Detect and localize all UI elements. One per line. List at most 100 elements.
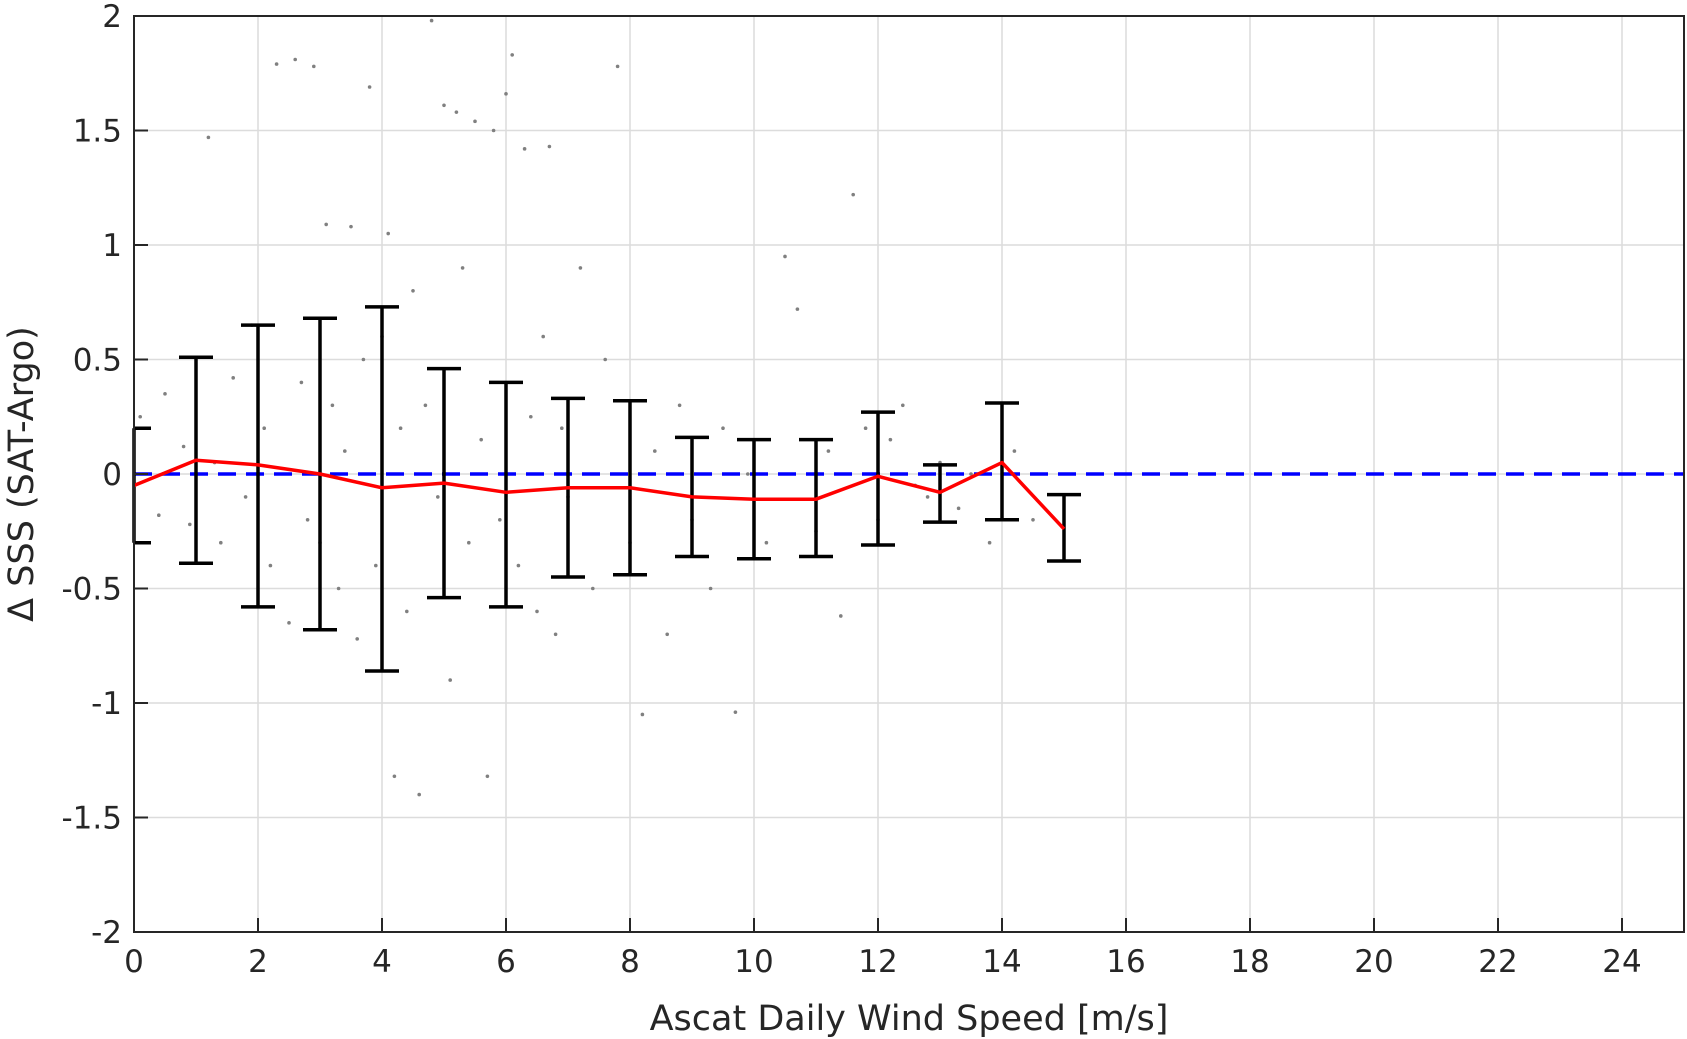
scatter-point <box>274 62 279 66</box>
y-axis-ticks: 2 1.5 1 0.5 0 -0.5 -1 -1.5 -2 <box>62 0 148 951</box>
y-tick-label: -0.5 <box>62 572 123 608</box>
scatter-point <box>603 357 607 362</box>
scatter-point <box>888 437 893 442</box>
scatter-point <box>349 224 353 229</box>
scatter-point <box>491 128 496 133</box>
scatter-point <box>460 266 465 270</box>
error-bar <box>861 410 895 547</box>
scatter-point <box>429 18 434 23</box>
scatter-point <box>653 449 657 453</box>
y-tick-label: -1.5 <box>62 801 123 837</box>
scatter-point <box>956 506 961 511</box>
y-axis-label: Δ SSS (SAT-Argo) <box>2 326 42 622</box>
scatter-point <box>839 614 843 618</box>
scatter-point <box>733 710 738 714</box>
scatter-point <box>851 192 855 197</box>
scatter-point <box>219 540 223 545</box>
scatter-point <box>448 678 453 682</box>
scatter-point <box>442 103 446 108</box>
scatter-point <box>188 522 192 527</box>
x-tick-label: 0 <box>124 944 144 980</box>
scatter-point <box>163 392 167 396</box>
scatter-point <box>783 254 787 259</box>
scatter-point <box>355 637 360 641</box>
x-tick-label: 8 <box>620 944 640 980</box>
scatter-point <box>901 403 905 408</box>
scatter-point <box>510 53 514 57</box>
scatter-point <box>157 513 161 518</box>
scatter-point <box>708 586 713 591</box>
x-tick-label: 10 <box>734 944 773 980</box>
mean-line <box>133 458 1066 531</box>
x-tick-label: 22 <box>1478 944 1517 980</box>
scatter-point <box>677 403 682 408</box>
x-tick-label: 16 <box>1106 944 1145 980</box>
scatter-point <box>454 110 459 114</box>
scatter-point <box>262 426 267 431</box>
scatter-points <box>138 18 1035 797</box>
scatter-point <box>336 586 341 591</box>
scatter-point <box>516 563 521 568</box>
x-tick-label: 14 <box>982 944 1021 980</box>
scatter-point <box>591 586 595 591</box>
scatter-point <box>987 540 992 545</box>
x-tick-label: 4 <box>372 944 392 980</box>
x-axis-label: Ascat Daily Wind Speed [m/s] <box>650 999 1169 1039</box>
scatter-point <box>206 135 211 140</box>
scatter-point <box>529 414 533 419</box>
scatter-point <box>423 403 428 408</box>
scatter-point <box>560 426 564 431</box>
scatter-point <box>485 774 490 779</box>
mean-polyline <box>133 458 1066 531</box>
scatter-point <box>863 426 868 431</box>
scatter-point <box>287 621 291 625</box>
scatter-point <box>615 64 620 69</box>
error-bar <box>489 380 523 609</box>
x-tick-label: 6 <box>496 944 516 980</box>
scatter-point <box>231 376 235 380</box>
scatter-point <box>181 444 186 449</box>
scatter-point <box>479 437 484 442</box>
scatter-point <box>343 449 347 453</box>
scatter-point <box>243 495 248 499</box>
scatter-point <box>665 632 669 637</box>
scatter-point <box>547 144 552 149</box>
scatter-point <box>312 64 316 69</box>
scatter-point <box>305 518 310 522</box>
x-tick-label: 12 <box>858 944 897 980</box>
scatter-point <box>826 449 831 453</box>
scatter-point <box>374 563 378 568</box>
scatter-point <box>925 495 930 499</box>
scatter-point <box>764 540 769 545</box>
y-tick-label: 1.5 <box>73 114 122 150</box>
x-tick-label: 2 <box>248 944 268 980</box>
scatter-point <box>504 92 508 96</box>
x-axis-ticks: 0 2 4 6 8 10 12 14 16 18 20 22 24 <box>124 918 1642 980</box>
scatter-point <box>367 85 372 89</box>
scatter-point <box>411 289 415 293</box>
scatter-point <box>293 57 298 62</box>
scatter-point <box>578 266 583 270</box>
scatter-point <box>324 222 329 227</box>
x-tick-label: 20 <box>1354 944 1393 980</box>
scatter-point <box>361 357 366 362</box>
scatter-point <box>330 403 335 408</box>
y-tick-label: -1 <box>91 686 122 722</box>
scatter-point <box>795 307 800 311</box>
scatter-point <box>299 380 304 385</box>
scatter-point <box>386 231 391 236</box>
scatter-point <box>467 540 471 545</box>
scatter-point <box>1031 518 1035 522</box>
scatter-point <box>1012 449 1017 453</box>
scatter-point <box>522 147 527 151</box>
x-tick-label: 24 <box>1602 944 1641 980</box>
scatter-point <box>436 495 440 499</box>
scatter-point <box>392 774 397 779</box>
y-tick-label: 0 <box>102 457 122 493</box>
scatter-point <box>535 609 539 614</box>
scatter-point <box>969 472 973 476</box>
scatter-point <box>405 609 409 614</box>
scatter-point <box>268 563 273 568</box>
y-tick-label: 1 <box>102 228 122 264</box>
